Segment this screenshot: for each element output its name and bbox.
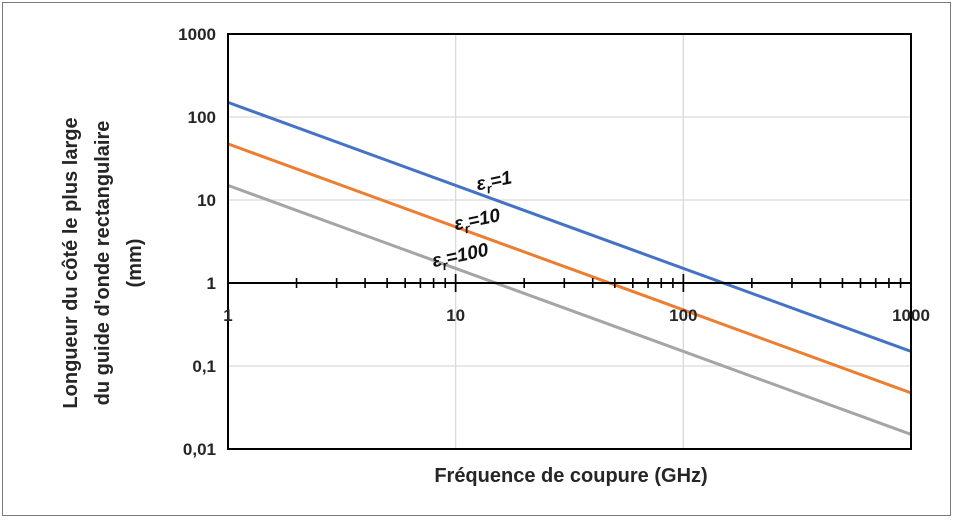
y-tick-label: 1000 [178,25,216,44]
y-axis-title-line-1: Longueur du côté le plus large [60,117,82,408]
y-axis-title: Longueur du côté le plus large du guide … [60,117,146,408]
series-line [227,142,912,395]
x-tick-label: 100 [669,306,697,325]
series-line [227,100,912,353]
plot-area-border [227,33,912,450]
series-label: εr=1 [474,167,514,198]
axis-layer [227,33,912,450]
y-axis-title-line-2: du guide d'onde rectangulaire [92,121,114,406]
y-tick-label: 100 [188,108,216,127]
y-tick-label: 10 [197,191,216,210]
y-axis-title-line-3: (mm) [124,239,146,288]
y-tick-label: 1 [207,274,216,293]
x-tick-label: 10 [446,306,465,325]
series-layer [227,100,912,436]
series-label: εr=10 [452,205,503,238]
y-tick-label: 0,1 [192,357,216,376]
x-tick-label: 1 [223,306,232,325]
x-tick-label: 1000 [892,306,930,325]
y-tick-label: 0,01 [183,440,216,459]
grid [227,33,912,450]
x-axis-title: Fréquence de coupure (GHz) [434,465,707,487]
series-line [227,183,912,436]
